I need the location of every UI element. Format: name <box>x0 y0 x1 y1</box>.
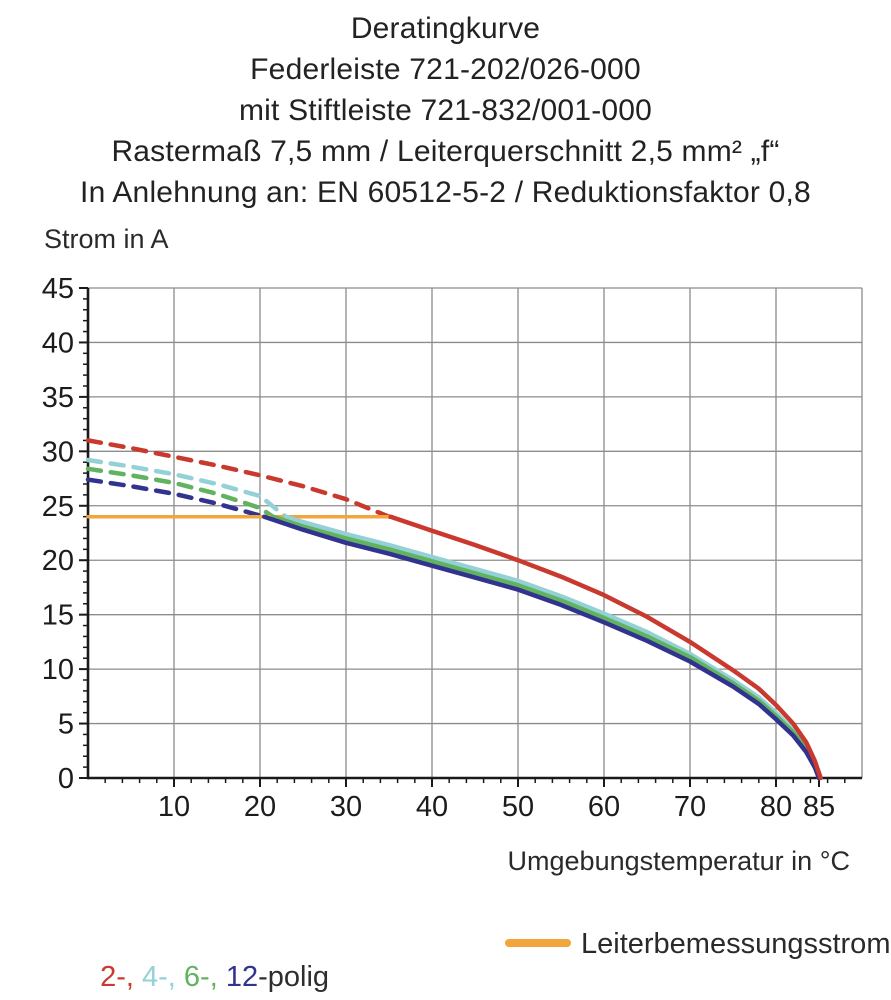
title-line-2: Federleiste 721-202/026-000 <box>250 53 641 86</box>
title-line-4: Rastermaß 7,5 mm / Leiterquerschnitt 2,5… <box>111 135 780 168</box>
x-tick-label: 70 <box>674 791 706 823</box>
curve-polig-2-solid <box>388 514 823 781</box>
legend-rated-current-label: Leiterbemessungsstrom <box>581 928 891 960</box>
curve-polig-12-solid <box>262 514 822 781</box>
x-axis-title: Umgebungstemperatur in °C <box>507 846 850 876</box>
curve-polig-4-dashed <box>85 457 289 519</box>
x-tick-label: 20 <box>244 791 276 823</box>
y-axis-title: Strom in A <box>44 224 169 254</box>
y-tick-label: 35 <box>42 382 74 414</box>
x-tick-label: 10 <box>158 791 190 823</box>
rated-current-swatch-icon <box>505 939 571 947</box>
y-tick-label: 0 <box>58 763 74 795</box>
title-line-1: Deratingkurve <box>350 12 541 45</box>
legend-poles-12: 12 <box>217 961 259 993</box>
y-tick-label: 45 <box>42 273 74 305</box>
curve-polig-12-dashed <box>85 477 267 519</box>
derating-curve-chart: 10 20 30 40 50 60 70 80 85 0 5 10 15 20 25 30 35 40 45 <box>42 273 863 823</box>
x-tick-label: 30 <box>330 791 362 823</box>
y-tick-label: 20 <box>42 545 74 577</box>
y-tick-label: 25 <box>42 491 74 523</box>
curve-polig-2-dashed <box>85 438 392 519</box>
x-tick-label: 85 <box>803 791 835 823</box>
y-tick-label: 10 <box>42 654 74 686</box>
legend-poles-6: 6-, <box>175 961 218 993</box>
x-tick-label: 40 <box>416 791 448 823</box>
curve-polig-6-solid <box>270 514 822 781</box>
y-tick-label: 40 <box>42 327 74 359</box>
curve-polig-6-dashed <box>85 466 276 519</box>
x-tick-label: 50 <box>502 791 534 823</box>
title-line-3: mit Stiftleiste 721-832/001-000 <box>238 94 653 127</box>
y-tick-label: 15 <box>42 600 74 632</box>
chart-title-block: Deratingkurve Federleiste 721-202/026-00… <box>0 8 891 213</box>
legend-poles-2: 2-, <box>100 961 134 993</box>
legend-poles-4: 4-, <box>133 961 176 993</box>
y-tick-label: 5 <box>58 709 74 741</box>
curve-polig-4-solid <box>283 514 822 781</box>
y-tick-label: 30 <box>42 436 74 468</box>
legend-poles: 2-, 4-, 6-, 12-polig <box>84 928 329 994</box>
title-line-5: In Anlehnung an: EN 60512-5-2 / Reduktio… <box>80 176 811 209</box>
legend-poles-suffix: -polig <box>258 961 330 993</box>
x-tick-label: 80 <box>760 791 792 823</box>
x-tick-label: 60 <box>588 791 620 823</box>
